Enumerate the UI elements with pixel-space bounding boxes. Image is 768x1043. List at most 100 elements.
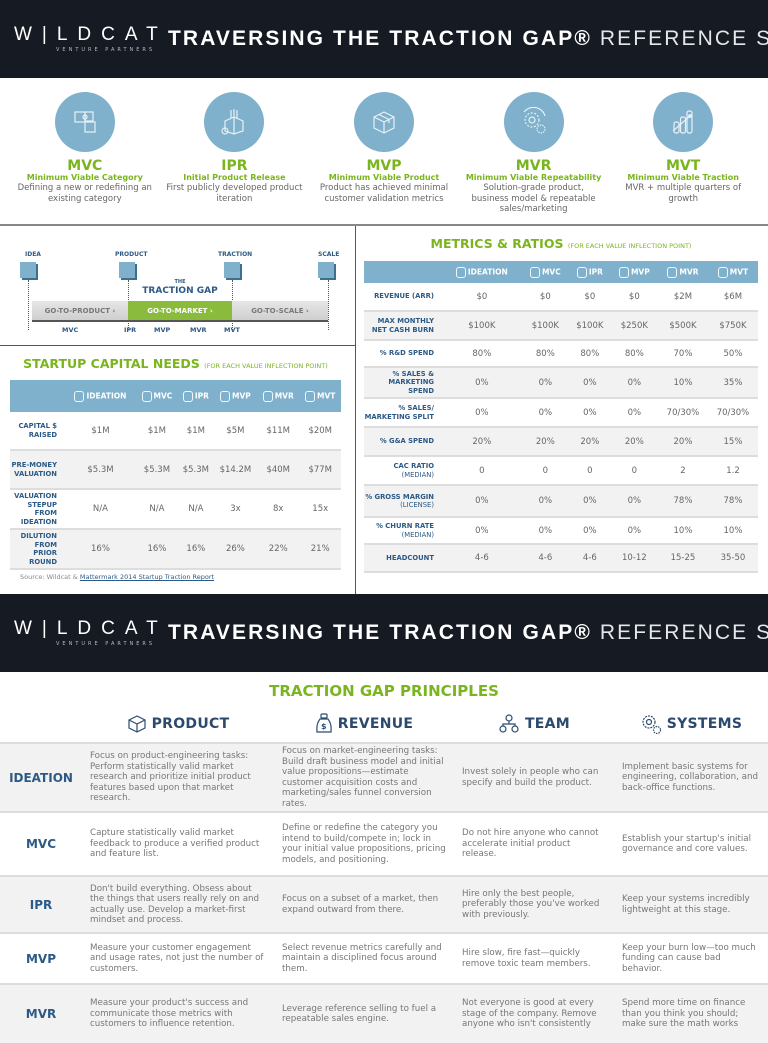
stage-abbr: MVT bbox=[666, 158, 701, 174]
col-product: PRODUCT bbox=[82, 714, 274, 734]
tick-mvp: MVP bbox=[154, 326, 171, 334]
row-sublabel: (MEDIAN) bbox=[401, 470, 434, 479]
box-icon bbox=[119, 262, 135, 278]
open-box-icon bbox=[182, 390, 193, 402]
capital-title-text: STARTUP CAPITAL NEEDS bbox=[23, 356, 200, 371]
table-row: % R&D SPEND 80% 80% 80% 80% 70% 50% bbox=[364, 340, 758, 368]
gap-small-label: THE bbox=[174, 279, 186, 285]
metrics-header-row: IDEATION MVC IPR MVP MVR MVT bbox=[364, 261, 758, 283]
cell: $100K bbox=[568, 311, 611, 341]
cell: $77M bbox=[299, 450, 341, 490]
col-label: MVR bbox=[274, 391, 294, 400]
cell: 80% bbox=[610, 340, 658, 368]
row-label: % SALES/ MARKETING SPLIT bbox=[364, 398, 442, 428]
col-ideation: IDEATION bbox=[65, 380, 136, 412]
cell-revenue: Define or redefine the category you inte… bbox=[282, 823, 446, 865]
col-label: TEAM bbox=[524, 716, 571, 732]
metrics-title: METRICS & RATIOS (FOR EACH VALUE INFLECT… bbox=[364, 236, 758, 251]
cell: 0% bbox=[568, 485, 611, 518]
cell: 70% bbox=[657, 340, 708, 368]
scale-guide-line bbox=[328, 280, 329, 330]
col-label: MVT bbox=[729, 267, 749, 276]
cell: 0% bbox=[521, 517, 569, 545]
milestone-product-label: PRODUCT bbox=[115, 251, 148, 258]
cell: $1M bbox=[177, 412, 214, 451]
cell: 10% bbox=[657, 367, 708, 399]
page-header: W|LDCAT VENTURE PARTNERS TRAVERSING THE … bbox=[0, 0, 768, 78]
title-light: REFERENCE SHEET bbox=[599, 27, 768, 50]
cell: $0 bbox=[442, 283, 522, 312]
page-title: TRAVERSING THE TRACTION GAP® REFERENCE S… bbox=[168, 621, 768, 645]
cell-systems: Spend more time on finance than you thin… bbox=[622, 998, 746, 1030]
cell: 15-25 bbox=[657, 544, 708, 573]
cell: 4-6 bbox=[568, 544, 611, 573]
col-label: MVP bbox=[232, 391, 251, 400]
cell: $100K bbox=[521, 311, 569, 341]
puzzle-icon bbox=[54, 92, 115, 152]
row-label: CAPITAL $ RAISED bbox=[10, 412, 65, 451]
cell: $0 bbox=[610, 283, 658, 312]
row-label: HEADCOUNT bbox=[364, 544, 442, 573]
cell: $40M bbox=[257, 450, 300, 490]
principles-row-mvr: MVR Measure your product's success and c… bbox=[0, 983, 768, 1043]
col-mvr: MVR bbox=[257, 380, 300, 412]
metrics-section: METRICS & RATIOS (FOR EACH VALUE INFLECT… bbox=[356, 226, 768, 573]
stage-full-name: Initial Product Release bbox=[183, 173, 286, 182]
growth-chart-icon bbox=[717, 266, 728, 278]
cell: 0% bbox=[521, 367, 569, 399]
row-stage: IDEATION bbox=[9, 770, 73, 785]
lightbulb-icon bbox=[74, 390, 85, 402]
cell: 80% bbox=[568, 340, 611, 368]
cell: 0% bbox=[521, 485, 569, 518]
cell-revenue: Focus on a subset of a market, then expa… bbox=[282, 894, 439, 915]
cell: 26% bbox=[213, 529, 258, 570]
cell: 35% bbox=[707, 367, 758, 399]
right-column: METRICS & RATIOS (FOR EACH VALUE INFLECT… bbox=[356, 226, 768, 594]
idea-guide-line bbox=[28, 280, 29, 330]
principles-row-ideation: IDEATION Focus on product-engineering ta… bbox=[0, 742, 768, 811]
col-mvc: MVC bbox=[521, 261, 569, 283]
cell: $5.3M bbox=[135, 450, 178, 490]
cell: 3x bbox=[213, 489, 258, 530]
table-row: % CHURN RATE (MEDIAN) 0% 0% 0% 0% 10% 10% bbox=[364, 517, 758, 545]
cell: 0 bbox=[610, 456, 658, 486]
capital-title: STARTUP CAPITAL NEEDS (FOR EACH VALUE IN… bbox=[10, 356, 341, 371]
lightbulb-icon bbox=[20, 262, 36, 278]
col-label: IDEATION bbox=[86, 391, 127, 400]
cell: 10% bbox=[707, 517, 758, 545]
cell: 0% bbox=[610, 367, 658, 399]
cell: 2 bbox=[657, 456, 708, 486]
cell-systems: Implement basic systems for engineering,… bbox=[622, 761, 758, 793]
cell-systems: Keep your systems incredibly lightweight… bbox=[622, 894, 750, 915]
cell: $250K bbox=[610, 311, 658, 341]
cell: $0 bbox=[521, 283, 569, 312]
source-link[interactable]: Mattermark 2014 Startup Traction Report bbox=[79, 573, 215, 581]
cell-product: Capture statistically valid market feedb… bbox=[90, 828, 260, 860]
cell: 0% bbox=[610, 517, 658, 545]
metrics-title-text: METRICS & RATIOS bbox=[430, 236, 564, 251]
wildcat-logo: W|LDCAT VENTURE PARTNERS bbox=[14, 619, 164, 648]
cell-product: Focus on product-engineering tasks: Perf… bbox=[90, 751, 251, 804]
cell: $14.2M bbox=[213, 450, 258, 490]
row-label: VALUATION STEPUP FROM IDEATION bbox=[10, 489, 65, 530]
row-label: % SALES & MARKETING SPEND bbox=[364, 367, 442, 399]
cell: 78% bbox=[657, 485, 708, 518]
tick-mvt: MVT bbox=[224, 326, 240, 334]
cell: 0% bbox=[610, 485, 658, 518]
stage-ipr: IPR Initial Product Release First public… bbox=[164, 92, 304, 224]
stage-abbr: MVP bbox=[366, 158, 402, 174]
cell: 8x bbox=[257, 489, 300, 530]
globe-icon bbox=[318, 262, 334, 278]
corner-cell bbox=[10, 380, 65, 412]
gears-icon bbox=[667, 266, 678, 278]
col-mvc: MVC bbox=[135, 380, 178, 412]
cell: 80% bbox=[442, 340, 522, 368]
left-column: IDEA PRODUCT TRACTION SCALE THE TRACTION… bbox=[0, 226, 356, 594]
cell: 70/30% bbox=[707, 398, 758, 428]
stage-full-name: Minimum Viable Product bbox=[328, 173, 440, 182]
cell: 20% bbox=[442, 427, 522, 457]
growth-chart-icon bbox=[653, 92, 714, 152]
cell: $2M bbox=[657, 283, 708, 312]
table-row: MAX MONTHLY NET CASH BURN $100K $100K $1… bbox=[364, 311, 758, 341]
cell: $100K bbox=[442, 311, 522, 341]
